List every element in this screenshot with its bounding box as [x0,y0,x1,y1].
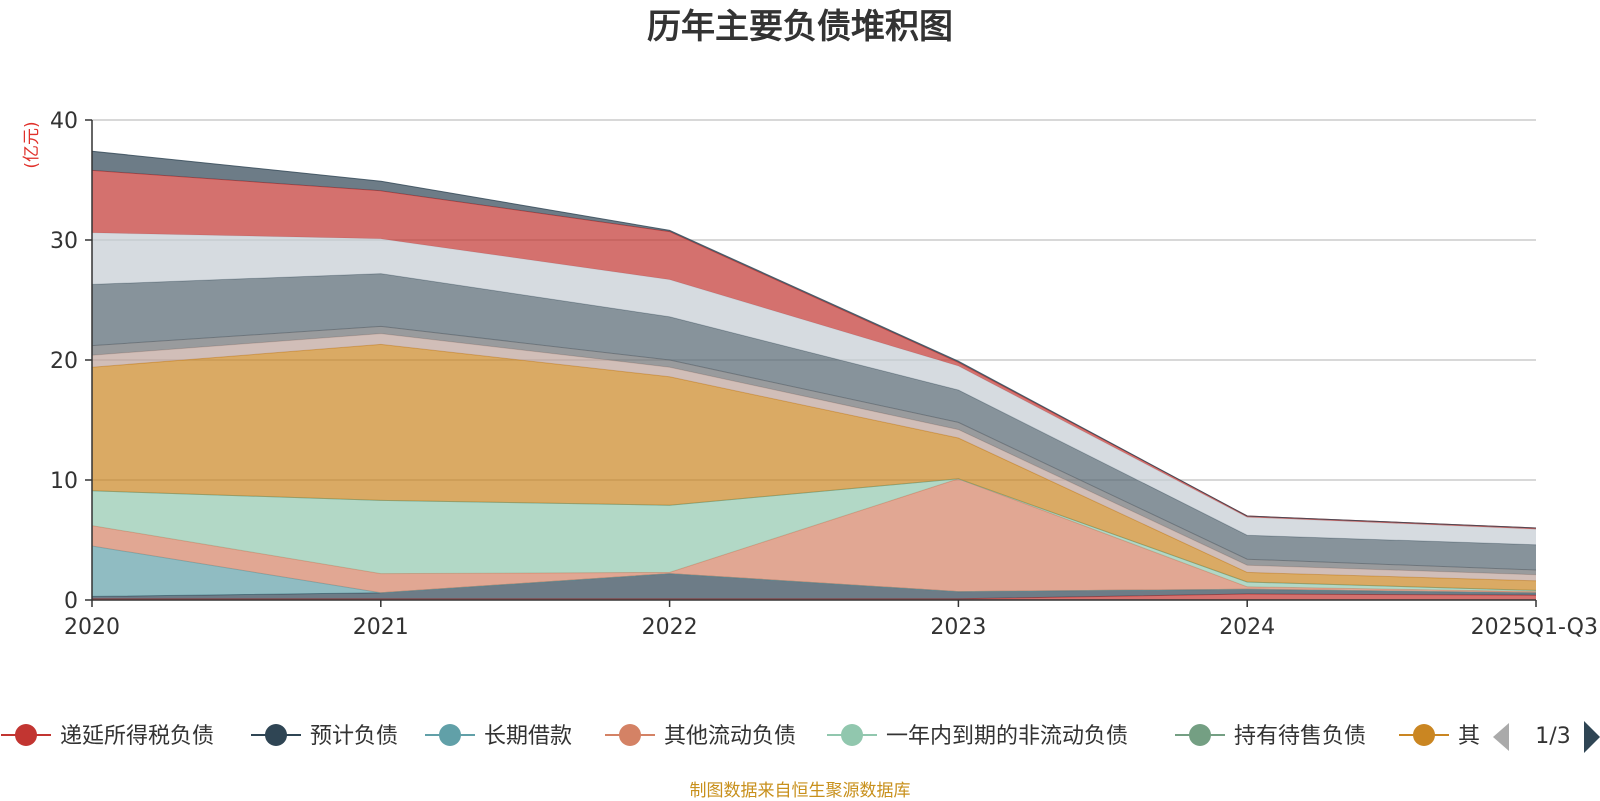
legend-label: 其 [1458,724,1480,749]
legend-dot-marker [15,724,37,746]
legend-dot-marker [1413,724,1435,746]
area-series-line-13 [91,150,1537,529]
y-tick-label: 10 [50,469,78,494]
area-series-12 [92,170,1536,530]
x-tick-label: 2022 [642,615,698,640]
legend: 递延所得税负债 预计负债 长期借款 其他流动负债 一年内到期的非流动负债 持有待售负债 其 1… [1,721,1600,753]
x-tick-label: 2025Q1-Q3 [1471,615,1598,640]
legend-item[interactable]: 其他流动负债 [605,724,796,749]
legend-item[interactable]: 持有待售负债 [1175,724,1366,749]
area-series-4 [92,478,1536,593]
legend-dot-marker [265,724,287,746]
legend-item[interactable]: 递延所得税负债 [1,724,214,749]
x-tick-label: 2021 [353,615,409,640]
legend-item[interactable]: 其 [1399,724,1480,749]
legend-label: 持有待售负债 [1234,724,1366,749]
area-series [91,150,1537,600]
y-axis-unit-label: (亿元) [22,121,42,168]
legend-next-arrow-icon[interactable] [1584,721,1600,753]
legend-dot-marker [841,724,863,746]
legend-item[interactable]: 一年内到期的非流动负债 [827,724,1128,749]
x-tick-label: 2024 [1219,615,1275,640]
chart-title: 历年主要负债堆积图 [647,7,953,47]
legend-dot-marker [619,724,641,746]
legend-label: 递延所得税负债 [60,724,214,749]
y-tick-label: 30 [50,229,78,254]
y-tick-label: 40 [50,109,78,134]
legend-label: 预计负债 [310,724,398,749]
legend-page-indicator: 1/3 [1535,724,1570,749]
area-series-3 [92,546,1536,597]
legend-prev-arrow-icon[interactable] [1493,723,1509,751]
legend-dot-marker [439,724,461,746]
legend-item[interactable]: 预计负债 [251,724,398,749]
legend-label: 一年内到期的非流动负债 [886,724,1128,749]
legend-item[interactable]: 长期借款 [425,724,572,749]
area-series-7 [92,344,1536,591]
legend-dot-marker [1189,724,1211,746]
area-series-2 [92,573,1536,599]
area-series-11 [92,232,1536,545]
x-tick-label: 2020 [64,615,120,640]
source-note: 制图数据来自恒生聚源数据库 [689,781,911,801]
area-series-5 [92,478,1536,592]
legend-label: 其他流动负债 [664,724,796,749]
x-tick-label: 2023 [930,615,986,640]
legend-label: 长期借款 [484,724,572,749]
y-tick-label: 20 [50,349,78,374]
y-tick-label: 0 [64,589,78,614]
axes: 0 10 20 30 40 2020 2021 2022 2023 2024 2025Q1-Q3 [50,109,1598,640]
